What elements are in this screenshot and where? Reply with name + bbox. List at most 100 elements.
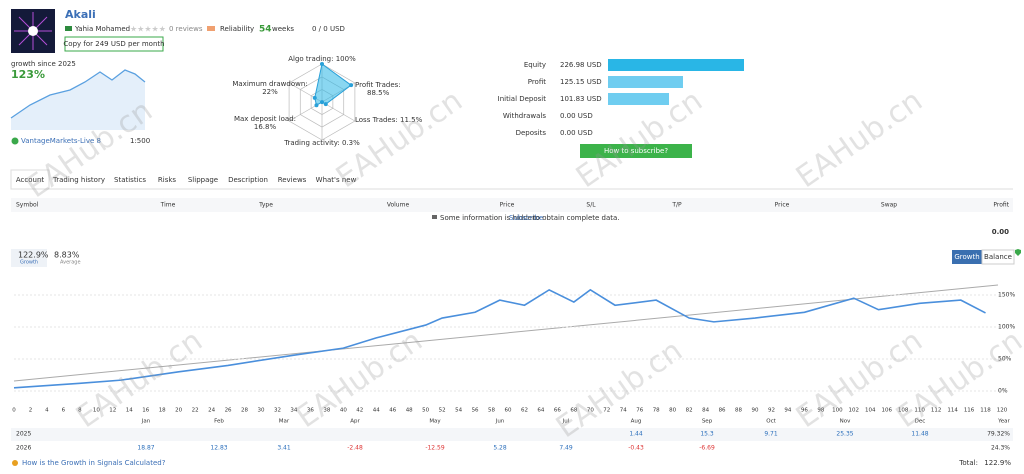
growth-box — [11, 249, 47, 267]
x-tick-label: 94 — [784, 408, 791, 414]
month-header: Year — [997, 419, 1010, 425]
sparkline-area — [11, 70, 145, 130]
stat-bar — [608, 93, 670, 105]
x-tick-label: 30 — [258, 408, 265, 414]
month-header: Sep — [702, 419, 713, 425]
x-tick-label: 118 — [980, 408, 991, 414]
x-tick-label: 108 — [898, 408, 909, 414]
balance-button-label[interactable]: Balance — [984, 253, 1012, 261]
radar-point — [323, 102, 328, 107]
x-tick-label: 6 — [62, 408, 66, 414]
signal-title: Akali — [65, 8, 96, 21]
verified-icon — [11, 137, 19, 145]
x-tick-label: 42 — [356, 408, 363, 414]
stat-name: Equity — [524, 61, 546, 69]
tab[interactable]: Statistics — [114, 176, 146, 184]
growth-button-label[interactable]: Growth — [954, 253, 979, 261]
y-tick-label: 50% — [998, 356, 1012, 363]
radar-label-name: Loss Trades: — [355, 116, 398, 124]
x-tick-label: 12 — [109, 408, 116, 414]
x-tick-label: 38 — [323, 408, 330, 414]
sparkline — [10, 69, 146, 119]
leverage: 1:500 — [130, 137, 150, 145]
growth-button[interactable] — [952, 250, 982, 264]
tab[interactable]: Account — [16, 176, 45, 184]
x-tick-label: 14 — [126, 408, 133, 414]
month-value: -6.69 — [699, 445, 715, 452]
x-tick-label: 62 — [521, 408, 528, 414]
radar-value: 100% — [336, 55, 356, 63]
tab[interactable]: Risks — [158, 176, 177, 184]
month-value: 11.48 — [911, 431, 928, 438]
table-header-cell: Symbol — [16, 202, 39, 209]
yearly-table: Jan Feb Mar Apr May Jun Jul Aug Sep Oct Nov Dec Year… — [16, 419, 1011, 452]
x-tick-label: 36 — [307, 408, 314, 414]
author[interactable]: Yahia Mohamed — [74, 25, 130, 33]
x-tick-label: 58 — [488, 408, 495, 414]
month-value: 5.28 — [493, 445, 507, 452]
average-value: 8.83% — [54, 251, 80, 260]
x-tick-label: 0 — [12, 408, 16, 414]
stat-bar — [608, 59, 744, 71]
x-tick-label: 26 — [225, 408, 232, 414]
tab[interactable]: What's new — [316, 176, 357, 184]
radar-point — [314, 103, 319, 108]
tab[interactable]: Slippage — [188, 176, 218, 184]
radar-label: Max deposit load: — [234, 115, 296, 123]
x-tick-label: 76 — [636, 408, 643, 414]
x-tick-label: 20 — [175, 408, 182, 414]
lock-icon — [432, 215, 437, 219]
reliability-icon — [207, 26, 215, 31]
table-header-cell: Swap — [881, 202, 897, 209]
footer-total-label: Total: — [958, 459, 978, 467]
table-header-cell: S/L — [586, 202, 596, 209]
flag — [65, 26, 72, 31]
growth-box-value: 122.9% — [18, 251, 49, 260]
x-tick-label: 18 — [159, 408, 166, 414]
broker[interactable]: VantageMarkets-Live 8 — [21, 137, 101, 145]
x-tick-label: 112 — [931, 408, 942, 414]
year-total: 79.32% — [987, 431, 1010, 438]
y-tick-label: 100% — [998, 324, 1015, 331]
x-tick-label: 78 — [653, 408, 660, 414]
x-tick-label: 50 — [422, 408, 429, 414]
subscribe-button[interactable] — [580, 144, 692, 158]
balance-button[interactable] — [981, 249, 1015, 265]
x-tick-label: 46 — [389, 408, 396, 414]
radar-value: 11.5% — [400, 116, 423, 124]
radar-label: Profit Trades: — [355, 81, 401, 89]
table-header-cell: Price — [775, 202, 790, 209]
radar-value: 0.3% — [342, 139, 360, 147]
growth-line — [13, 288, 986, 389]
table-header-cell: Profit — [993, 202, 1009, 209]
copy-button-label[interactable]: Copy for 249 USD per month — [63, 40, 164, 48]
reviews[interactable]: 0 reviews — [169, 25, 203, 33]
avatar-art — [28, 26, 38, 36]
tab[interactable]: Reviews — [278, 176, 307, 184]
subscribe-button-label[interactable]: How to subscribe? — [604, 147, 668, 155]
x-tick-label: 104 — [865, 408, 876, 414]
growth-box-label: Growth — [20, 260, 38, 266]
x-tick-label: 74 — [620, 408, 627, 414]
stat-value: 0.00 USD — [560, 112, 593, 120]
tab[interactable]: Trading history — [52, 176, 105, 184]
x-tick-label: 120 — [997, 408, 1008, 414]
x-tick-label: 54 — [455, 408, 462, 414]
stat-value: 226.98 USD — [560, 61, 602, 69]
notice-link[interactable]: Subscribe — [509, 214, 543, 222]
x-tick-label: 16 — [142, 408, 149, 414]
tabs: Account Trading history Statistics Risks Sli… — [16, 176, 357, 184]
x-tick-label: 24 — [208, 408, 215, 414]
radar-value: 16.8% — [254, 123, 277, 131]
month-value: -2.48 — [347, 445, 363, 452]
x-tick-label: 98 — [817, 408, 824, 414]
radar-point — [320, 62, 324, 66]
watermark: EAHub.cn — [70, 323, 209, 435]
month-header: Feb — [214, 419, 224, 425]
month-value: 1.44 — [629, 431, 643, 438]
month-value: 3.41 — [277, 445, 291, 452]
copy-button[interactable] — [64, 36, 164, 52]
tab[interactable]: Description — [228, 176, 268, 184]
footer-link[interactable]: How is the Growth in Signals Calculated? — [22, 459, 166, 467]
